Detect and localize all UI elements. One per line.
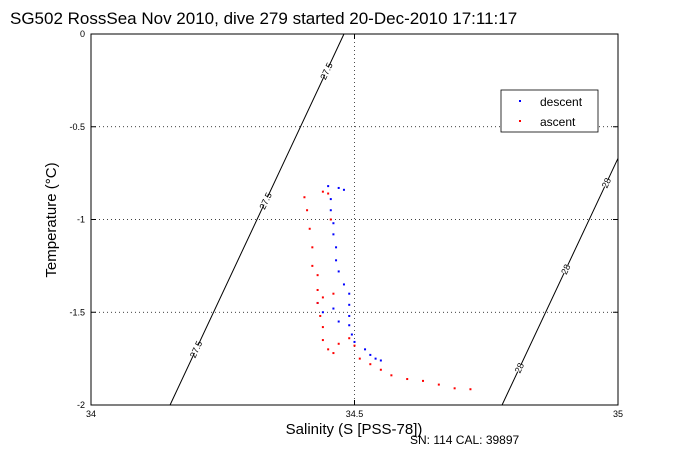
- point-ascent: [321, 190, 324, 193]
- point-descent: [348, 324, 351, 327]
- y-axis-label: Temperature (°C): [43, 162, 60, 277]
- point-descent: [329, 198, 332, 201]
- x-tick-label: 34: [86, 409, 96, 419]
- point-descent: [327, 185, 330, 188]
- point-ascent: [353, 344, 356, 347]
- point-descent: [332, 307, 335, 310]
- isopycnal-label-bg: [509, 360, 530, 376]
- point-descent: [348, 292, 351, 295]
- point-ascent: [311, 264, 314, 267]
- legend-marker-descent: [519, 100, 521, 102]
- point-descent: [353, 340, 356, 343]
- point-descent: [321, 311, 324, 314]
- point-ascent: [321, 296, 324, 299]
- isopycnal-label-bg: [316, 63, 337, 79]
- point-descent: [337, 270, 340, 273]
- point-ascent: [390, 374, 393, 377]
- axis-ticks: 34 34.5 35 0 -0.5 -1 -1.5 -2: [69, 29, 623, 419]
- point-ascent: [332, 352, 335, 355]
- point-descent: [374, 357, 377, 360]
- isopycnal-label: 28: [600, 176, 613, 189]
- point-ascent: [469, 388, 472, 391]
- point-ascent: [321, 326, 324, 329]
- isopycnal-label-bg: [255, 193, 276, 209]
- point-descent: [342, 188, 345, 191]
- x-tick-label: 34.5: [346, 409, 364, 419]
- legend-label-ascent: ascent: [540, 115, 576, 129]
- point-descent: [342, 283, 345, 286]
- point-descent: [379, 359, 382, 362]
- point-ascent: [316, 301, 319, 304]
- serial-cal-note: SN: 114 CAL: 39897: [410, 433, 520, 447]
- x-tick-label: 35: [613, 409, 623, 419]
- point-descent: [337, 186, 340, 189]
- point-ascent: [308, 227, 311, 230]
- legend-marker-ascent: [519, 120, 521, 122]
- y-tick-label: -2: [77, 400, 85, 410]
- point-ascent: [311, 246, 314, 249]
- point-descent: [335, 246, 338, 249]
- y-tick-label: -1: [77, 215, 85, 225]
- point-ascent: [369, 363, 372, 366]
- x-axis-label: Salinity (S [PSS-78]): [286, 421, 423, 438]
- point-descent: [348, 303, 351, 306]
- point-ascent: [348, 337, 351, 340]
- point-ascent: [437, 383, 440, 386]
- legend-box: [500, 89, 599, 133]
- point-ascent: [329, 218, 332, 221]
- isopycnal-label: 28: [559, 263, 572, 276]
- point-ascent: [422, 379, 425, 382]
- point-ascent: [319, 314, 322, 317]
- legend-label-descent: descent: [540, 95, 583, 109]
- isopycnal-line: [169, 33, 345, 406]
- point-ascent: [337, 342, 340, 345]
- y-tick-label: -1.5: [69, 307, 85, 317]
- point-ascent: [303, 196, 306, 199]
- point-descent: [337, 320, 340, 323]
- point-ascent: [327, 348, 330, 351]
- y-tick-label: -0.5: [69, 122, 85, 132]
- point-descent: [348, 314, 351, 317]
- point-descent: [335, 259, 338, 262]
- point-ascent: [379, 368, 382, 371]
- isopycnal-label-bg: [555, 261, 576, 277]
- point-descent: [364, 348, 367, 351]
- point-ascent: [358, 357, 361, 360]
- point-descent: [332, 233, 335, 236]
- point-ascent: [316, 274, 319, 277]
- point-descent: [350, 333, 353, 336]
- chart-title: SG502 RossSea Nov 2010, dive 279 started…: [10, 9, 517, 28]
- point-ascent: [406, 378, 409, 381]
- point-ascent: [453, 387, 456, 390]
- legend: descent ascent: [500, 89, 599, 133]
- data-points: [303, 185, 472, 391]
- point-ascent: [327, 192, 330, 195]
- isopycnal-label-bg: [596, 175, 617, 191]
- point-descent: [332, 222, 335, 225]
- point-ascent: [321, 339, 324, 342]
- point-ascent: [316, 288, 319, 291]
- point-descent: [369, 353, 372, 356]
- isopycnal-line: [501, 158, 619, 406]
- point-ascent: [306, 209, 309, 212]
- point-ascent: [332, 292, 335, 295]
- isopycnal-label-bg: [186, 341, 206, 357]
- point-descent: [329, 209, 332, 212]
- isopycnal-label: 28: [513, 361, 526, 374]
- y-tick-label: 0: [80, 29, 85, 39]
